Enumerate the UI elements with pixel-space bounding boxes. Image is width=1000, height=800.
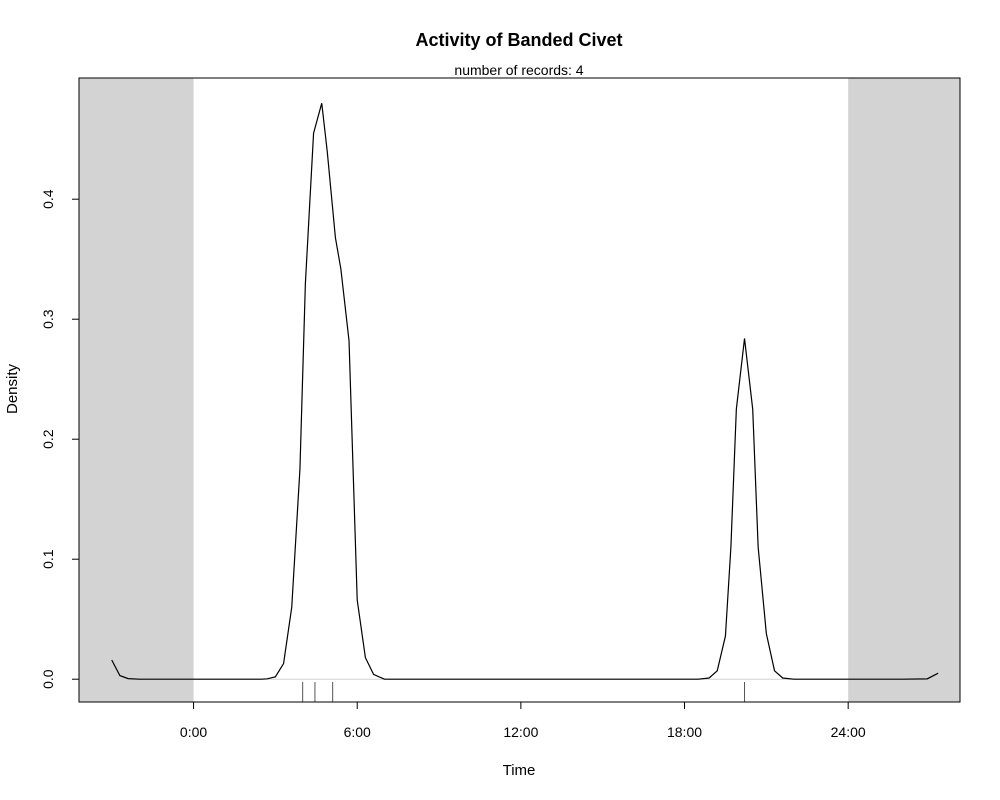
plot-frame (78, 77, 961, 703)
shaded-region-1 (79, 78, 194, 702)
record-rug-marks (302, 682, 746, 702)
density-line (111, 103, 939, 680)
shaded-region-2 (848, 78, 960, 702)
x-tick-label: 18:00 (667, 724, 702, 740)
chart-subtitle: number of records: 4 (454, 62, 583, 78)
y-tick-label: 0.4 (40, 189, 56, 209)
y-tick-label: 0.2 (40, 429, 56, 449)
x-tick-label: 6:00 (344, 724, 371, 740)
y-axis-label: Density (4, 363, 21, 414)
x-axis-label: Time (503, 762, 536, 779)
chart-title: Activity of Banded Civet (415, 30, 622, 50)
y-tick-label: 0.0 (40, 669, 56, 689)
x-tick-label: 24:00 (831, 724, 866, 740)
x-axis: 0:00 6:00 12:00 18:00 24:00 (180, 701, 866, 740)
x-tick-label: 12:00 (503, 724, 538, 740)
y-tick-label: 0.1 (40, 549, 56, 569)
shaded-regions (79, 78, 960, 702)
x-tick-label: 0:00 (180, 724, 207, 740)
y-axis: 0.0 0.1 0.2 0.3 0.4 (40, 189, 80, 689)
y-tick-label: 0.3 (40, 309, 56, 329)
